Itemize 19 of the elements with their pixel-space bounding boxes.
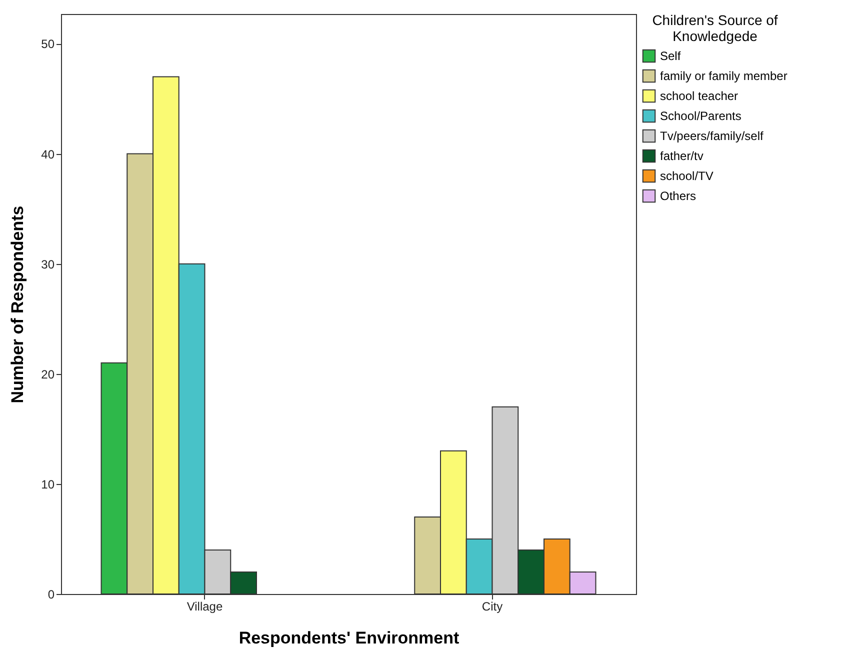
legend-label: School/Parents [660, 109, 742, 123]
legend-label: school teacher [660, 89, 738, 103]
legend-label: school/TV [660, 169, 714, 183]
y-tick-label: 40 [41, 147, 55, 162]
legend-title: Children's Source of Knowledgede [652, 12, 778, 44]
legend-label: Tv/peers/family/self [660, 129, 764, 143]
y-tick-label: 50 [41, 37, 55, 52]
y-tick-label: 30 [41, 257, 55, 272]
x-tick-label: City [482, 600, 503, 614]
x-tick-label: Village [186, 600, 223, 614]
y-tick-label: 20 [41, 367, 55, 382]
y-tick-label: 0 [48, 588, 55, 602]
legend-label: Others [660, 189, 696, 203]
legend-label: Self [660, 49, 682, 63]
y-tick-label: 10 [41, 477, 55, 492]
legend-label: father/tv [660, 149, 704, 163]
x-axis-title: Respondents' Environment [238, 628, 460, 648]
y-axis-title: Number of Respondents [8, 206, 28, 404]
legend-label: family or family member [660, 69, 788, 83]
